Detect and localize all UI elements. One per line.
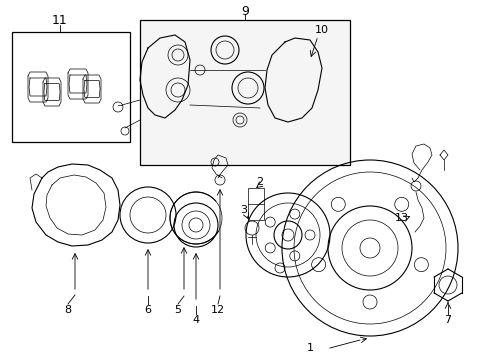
Bar (247, 188, 264, 220)
Text: 7: 7 (444, 315, 450, 325)
Text: 8: 8 (64, 305, 71, 315)
Text: 11: 11 (52, 14, 68, 27)
Bar (140, 20, 349, 165)
Text: 4: 4 (192, 315, 199, 325)
Polygon shape (140, 35, 190, 118)
Text: 12: 12 (210, 305, 224, 315)
Text: 9: 9 (241, 5, 248, 18)
Text: 3: 3 (240, 205, 247, 215)
Text: 6: 6 (144, 305, 151, 315)
Polygon shape (264, 38, 321, 122)
Text: 2: 2 (256, 177, 263, 187)
Text: 13: 13 (394, 213, 408, 223)
Bar (12, 32, 130, 142)
Text: 1: 1 (306, 343, 313, 353)
Text: 10: 10 (314, 25, 328, 35)
Text: 5: 5 (174, 305, 181, 315)
